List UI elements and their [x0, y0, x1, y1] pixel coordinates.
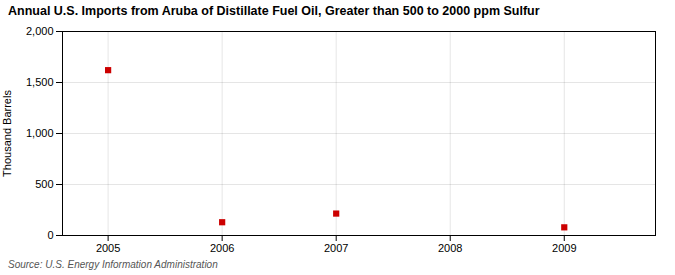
svg-text:0: 0: [47, 229, 53, 241]
svg-text:1,500: 1,500: [26, 76, 54, 88]
svg-text:Thousand Barrels: Thousand Barrels: [1, 90, 13, 177]
svg-text:500: 500: [35, 178, 53, 190]
svg-text:2006: 2006: [210, 242, 234, 254]
svg-text:2009: 2009: [552, 242, 576, 254]
svg-text:2,000: 2,000: [26, 25, 54, 37]
html-text:Annual U.S. Imports from Aruba: Annual U.S. Imports from Aruba of Distil…: [8, 4, 540, 18]
html-text:Source: U.S. Energy Informatio: Source: U.S. Energy Information Administ…: [8, 259, 218, 270]
svg-text:2008: 2008: [438, 242, 462, 254]
svg-text:2007: 2007: [324, 242, 348, 254]
svg-text:2005: 2005: [96, 242, 120, 254]
svg-text:1,000: 1,000: [26, 127, 54, 139]
